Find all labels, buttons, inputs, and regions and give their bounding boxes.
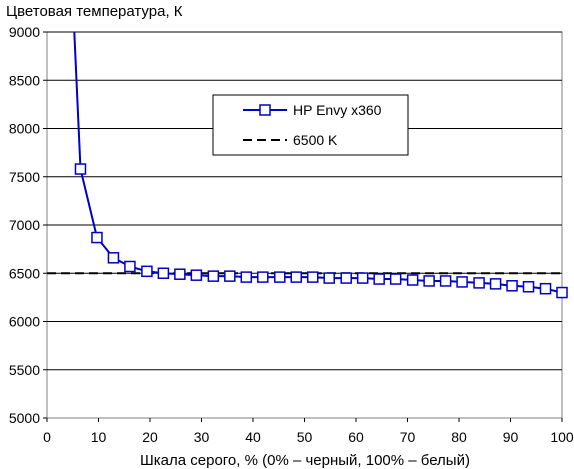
data-point-marker [290,271,303,283]
y-tick-label: 7500 [9,169,40,185]
legend-marker-hp [259,104,271,116]
data-point-marker [439,275,452,287]
data-point-marker [224,270,236,282]
y-tick-label: 8000 [9,121,40,137]
legend-label-hp: HP Envy x360 [293,102,382,118]
x-tick-label: 0 [43,429,51,445]
x-tick-label: 40 [245,429,261,445]
x-axis-label: Шкала серого, % (0% – черный, 100% – бел… [140,452,470,469]
data-point-marker [489,278,502,290]
y-tick-label: 6000 [9,314,40,330]
data-point-marker [207,270,220,282]
x-tick-label: 10 [91,429,107,445]
data-point-marker [240,271,253,283]
x-tick-label: 50 [297,429,313,445]
x-tick-label: 30 [194,429,210,445]
data-point-marker [74,163,87,175]
chart-title: Цветовая температура, К [6,3,183,20]
data-point-marker [340,272,352,284]
data-point-marker [190,269,203,281]
legend: HP Envy x360 6500 K [212,94,409,156]
data-point-marker [274,271,286,283]
series-layer [47,31,568,299]
legend-box [212,94,409,156]
data-point-marker [323,272,335,284]
data-point-marker [406,274,419,286]
data-point-marker [174,268,186,280]
data-point-marker [506,280,518,292]
y-tick-label: 8500 [9,72,40,88]
x-tick-label: 20 [142,429,158,445]
data-point-marker [356,272,369,284]
y-tick-label: 9000 [9,24,40,40]
data-point-marker [124,260,136,273]
y-tick-label: 7000 [9,217,40,233]
data-point-marker [257,271,269,283]
y-tick-label: 5500 [9,362,40,378]
x-ticks: 0 10 20 30 40 50 60 70 80 90 100 [43,418,574,445]
legend-label-6500k: 6500 K [293,132,338,148]
data-point-marker [157,267,170,279]
y-tick-label: 6500 [9,265,40,281]
x-tick-label: 90 [503,429,519,445]
data-point-marker [473,277,485,289]
data-point-marker [456,276,468,288]
y-ticks: 5000 5500 6000 6500 7000 7500 8000 8500 9000 [9,24,47,426]
data-point-marker [306,271,319,283]
x-tick-label: 100 [550,429,574,445]
x-tick-label: 70 [400,429,416,445]
data-point-marker [373,273,385,285]
y-tick-label: 5000 [9,410,40,426]
data-point-marker [107,252,120,264]
data-point-marker [141,265,153,278]
data-point-marker [389,273,402,285]
data-point-marker [522,281,535,293]
data-point-marker [423,275,435,287]
x-tick-label: 60 [348,429,364,445]
data-point-marker [556,286,568,299]
x-tick-label: 80 [451,429,467,445]
data-point-marker [539,282,552,295]
data-point-marker [91,231,103,244]
